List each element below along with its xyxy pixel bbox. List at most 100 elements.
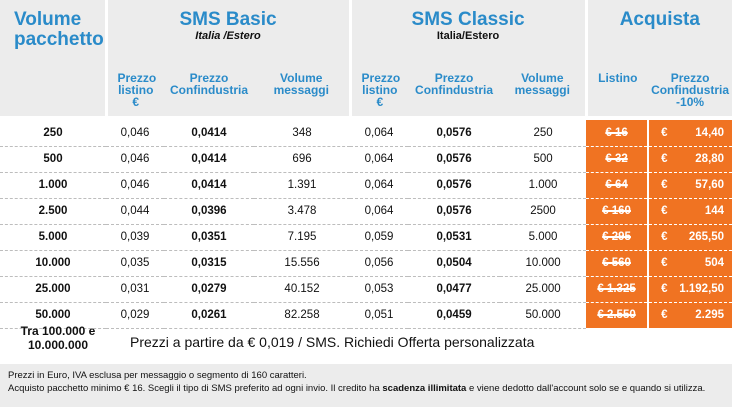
col-basic-volume: Volume messaggi	[254, 64, 351, 116]
classic-confindustria-cell: 0,0576	[408, 198, 501, 225]
row-volume-cell: 250	[0, 120, 106, 147]
currency-symbol: €	[661, 153, 668, 165]
col-basic-confindustria: Prezzo Confindustria	[164, 64, 254, 116]
col-basic-listino-label: Prezzo listino €	[117, 71, 157, 109]
classic-listino-cell: 0,051	[350, 302, 409, 329]
buy-price: 28,80	[695, 153, 725, 165]
classic-confindustria-cell: 0,0459	[408, 302, 501, 329]
classic-confindustria-cell: 0,0576	[408, 172, 501, 199]
currency-symbol: €	[661, 126, 668, 139]
buy-listino-price: € 64	[605, 179, 628, 191]
buy-confindustria-cell[interactable]: €28,80	[648, 146, 732, 173]
buy-listino-cell[interactable]: € 32	[586, 146, 650, 173]
buy-listino-cell[interactable]: € 295	[586, 224, 650, 251]
classic-volume-cell: 250	[500, 120, 587, 147]
classic-header: SMS Classic Italia/Estero	[348, 0, 587, 64]
classic-volume-cell: 25.000	[500, 276, 587, 303]
buy-confindustria-cell[interactable]: €265,50	[648, 224, 732, 251]
currency-symbol: €	[661, 205, 668, 217]
buy-price: 14,40	[695, 126, 725, 139]
footnote-2b: scadenza illimitata	[382, 382, 467, 394]
classic-listino-cell: 0,064	[350, 146, 409, 173]
buy-listino-cell[interactable]: € 560	[586, 250, 650, 277]
buy-price: 265,50	[688, 231, 725, 243]
buy-listino-cell[interactable]: € 160	[586, 198, 650, 225]
col-basic-conf-label: Prezzo Confindustria	[170, 71, 248, 97]
basic-confindustria-cell: 0,0396	[164, 198, 254, 225]
buy-confindustria-cell[interactable]: €2.295	[648, 302, 732, 329]
classic-subtitle: Italia/Estero	[436, 30, 500, 42]
buy-price: 504	[704, 257, 725, 269]
row-volume-cell: 5.000	[0, 224, 106, 251]
basic-confindustria-cell: 0,0279	[164, 276, 254, 303]
basic-title: SMS Basic	[179, 9, 277, 30]
classic-volume-cell: 10.000	[500, 250, 587, 277]
buy-listino-cell[interactable]: € 2.550	[586, 302, 650, 329]
buy-confindustria-cell[interactable]: €14,40	[648, 120, 732, 147]
basic-volume-cell: 82.258	[254, 302, 351, 329]
buy-price-wrap: €57,60	[649, 179, 732, 191]
row-volume-cell: 2.500	[0, 198, 106, 225]
basic-subtitle: Italia /Estero	[195, 30, 261, 42]
table-row: 10.000 0,035 0,0315 15.556 0,056 0,0504 10.000…	[0, 250, 732, 277]
row-volume-cell: 1.000	[0, 172, 106, 199]
classic-confindustria-cell: 0,0576	[408, 146, 501, 173]
col-basic-volume-label: Volume messaggi	[273, 71, 329, 97]
buy-price-wrap: €144	[649, 205, 732, 217]
basic-header: SMS Basic Italia /Estero	[104, 0, 351, 64]
basic-volume-cell: 1.391	[254, 172, 351, 199]
col-buy-listino: Listino	[584, 64, 649, 116]
buy-listino-cell[interactable]: € 64	[586, 172, 650, 199]
basic-confindustria-cell: 0,0414	[164, 146, 254, 173]
currency-symbol: €	[661, 179, 668, 191]
currency-symbol: €	[661, 309, 668, 321]
classic-confindustria-cell: 0,0531	[408, 224, 501, 251]
row-volume-cell: 25.000	[0, 276, 106, 303]
basic-confindustria-cell: 0,0414	[164, 172, 254, 199]
basic-listino-cell: 0,046	[106, 146, 164, 173]
basic-volume-cell: 7.195	[254, 224, 351, 251]
buy-price: 144	[704, 205, 725, 217]
currency-symbol: €	[661, 257, 668, 269]
currency-symbol: €	[661, 283, 668, 295]
basic-listino-cell: 0,029	[106, 302, 164, 329]
table-row: 2.500 0,044 0,0396 3.478 0,064 0,0576 2500 € 16…	[0, 198, 732, 225]
buy-confindustria-cell[interactable]: €144	[648, 198, 732, 225]
row-volume-cell: 10.000	[0, 250, 106, 277]
buy-price-wrap: €14,40	[649, 127, 732, 139]
buy-price-wrap: €28,80	[649, 153, 732, 165]
col-buy-conf-label: Prezzo Confindustria -10%	[651, 71, 730, 109]
col-classic-listino: Prezzo listino €	[348, 64, 409, 116]
col-classic-volume: Volume messaggi	[500, 64, 587, 116]
table-row: 250 0,046 0,0414 348 0,064 0,0576 250 € 16 €14,4…	[0, 120, 732, 147]
buy-listino-price: € 16	[605, 126, 628, 139]
classic-confindustria-cell: 0,0477	[408, 276, 501, 303]
basic-listino-cell: 0,046	[106, 120, 164, 147]
volume-header: Volume pacchetto	[0, 0, 106, 116]
classic-volume-cell: 50.000	[500, 302, 587, 329]
buy-listino-cell[interactable]: € 16	[586, 120, 650, 147]
footnote-line-1: Prezzi in Euro, IVA esclusa per messaggi…	[8, 370, 307, 381]
buy-header: Acquista	[584, 0, 732, 64]
buy-listino-price: € 1.325	[597, 283, 636, 295]
buy-price-wrap: €504	[649, 257, 732, 269]
table-row: 50.000 0,029 0,0261 82.258 0,051 0,0459 50.000…	[0, 302, 732, 329]
col-buy-listino-label: Listino	[598, 71, 638, 85]
buy-confindustria-cell[interactable]: €504	[648, 250, 732, 277]
basic-listino-cell: 0,046	[106, 172, 164, 199]
custom-offer-text: Prezzi a partire da € 0,019 / SMS. Richi…	[130, 334, 535, 350]
table-row: 5.000 0,039 0,0351 7.195 0,059 0,0531 5.000 € 2…	[0, 224, 732, 251]
classic-listino-cell: 0,064	[350, 198, 409, 225]
buy-confindustria-cell[interactable]: €1.192,50	[648, 276, 732, 303]
basic-confindustria-cell: 0,0414	[164, 120, 254, 147]
buy-confindustria-cell[interactable]: €57,60	[648, 172, 732, 199]
buy-price: 57,60	[695, 179, 725, 191]
pricing-rows: 250 0,046 0,0414 348 0,064 0,0576 250 € 16 €14,4…	[0, 120, 732, 329]
buy-listino-cell[interactable]: € 1.325	[586, 276, 650, 303]
table-row: 500 0,046 0,0414 696 0,064 0,0576 500 € 32 €28,8…	[0, 146, 732, 173]
basic-listino-cell: 0,039	[106, 224, 164, 251]
basic-volume-cell: 40.152	[254, 276, 351, 303]
pricing-table: Volume pacchetto SMS Basic Italia /Ester…	[0, 0, 732, 329]
col-classic-volume-label: Volume messaggi	[514, 71, 570, 97]
basic-listino-cell: 0,035	[106, 250, 164, 277]
